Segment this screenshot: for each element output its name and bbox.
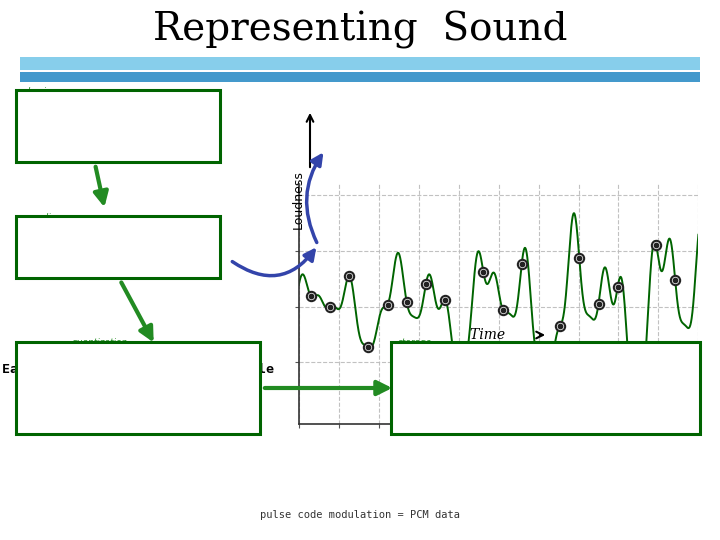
- Text: quantization: quantization: [72, 338, 128, 347]
- Point: [439, 295, 451, 304]
- Bar: [20, 72, 700, 82]
- Text: sampling: sampling: [22, 213, 63, 222]
- Text: physics: physics: [22, 87, 56, 96]
- Point: [343, 272, 355, 280]
- Point: [612, 282, 624, 291]
- Text: Time: Time: [470, 328, 510, 342]
- Point: [631, 402, 643, 411]
- Point: [574, 254, 585, 262]
- Point: [459, 360, 470, 368]
- Point: [535, 357, 546, 366]
- Point: [324, 303, 336, 312]
- Point: [670, 276, 681, 285]
- Text: continuous plot of air
  pressure vs. time: continuous plot of air pressure vs. time: [22, 107, 215, 145]
- FancyArrowPatch shape: [307, 156, 321, 242]
- Point: [477, 268, 489, 276]
- FancyBboxPatch shape: [16, 90, 220, 162]
- Point: [477, 268, 489, 276]
- Text: samples taken every ~
1/22050th of a second: samples taken every ~ 1/22050th of a sec…: [30, 230, 206, 264]
- Point: [420, 280, 431, 288]
- FancyArrowPatch shape: [233, 251, 314, 276]
- Point: [516, 259, 528, 268]
- Point: [343, 272, 355, 280]
- Point: [363, 343, 374, 352]
- Point: [516, 259, 528, 268]
- Bar: [20, 57, 700, 70]
- Point: [631, 402, 643, 411]
- Point: [420, 280, 431, 288]
- Point: [554, 321, 566, 330]
- Point: [670, 276, 681, 285]
- Point: [497, 305, 508, 314]
- Text: These two bytes are called a frame.
  Raw audio data - such as what is
 written : These two bytes are called a frame. Raw …: [410, 356, 680, 420]
- Point: [535, 357, 546, 366]
- Point: [382, 300, 393, 309]
- Point: [401, 298, 413, 306]
- Point: [593, 300, 604, 308]
- Point: [497, 305, 508, 314]
- Point: [363, 343, 374, 352]
- Point: [459, 360, 470, 368]
- Point: [554, 321, 566, 330]
- Text: pulse code modulation = PCM data: pulse code modulation = PCM data: [260, 510, 460, 520]
- Point: [305, 292, 317, 300]
- Point: [382, 300, 393, 309]
- Point: [574, 254, 585, 262]
- Point: [593, 300, 604, 308]
- Point: [305, 292, 317, 300]
- Point: [612, 282, 624, 291]
- Text: Loudness: Loudness: [292, 171, 305, 230]
- Point: [650, 240, 662, 249]
- FancyBboxPatch shape: [16, 216, 220, 278]
- Point: [650, 240, 662, 249]
- Point: [401, 298, 413, 306]
- Point: [324, 303, 336, 312]
- Text: Representing  Sound: Representing Sound: [153, 11, 567, 49]
- Point: [439, 295, 451, 304]
- FancyBboxPatch shape: [391, 342, 700, 434]
- FancyBboxPatch shape: [16, 342, 260, 434]
- Text: storage: storage: [398, 338, 432, 347]
- Text: Each sample is measured on a scale
    from -32,768 to 32,767.
    (This fits in: Each sample is measured on a scale from …: [2, 363, 274, 413]
